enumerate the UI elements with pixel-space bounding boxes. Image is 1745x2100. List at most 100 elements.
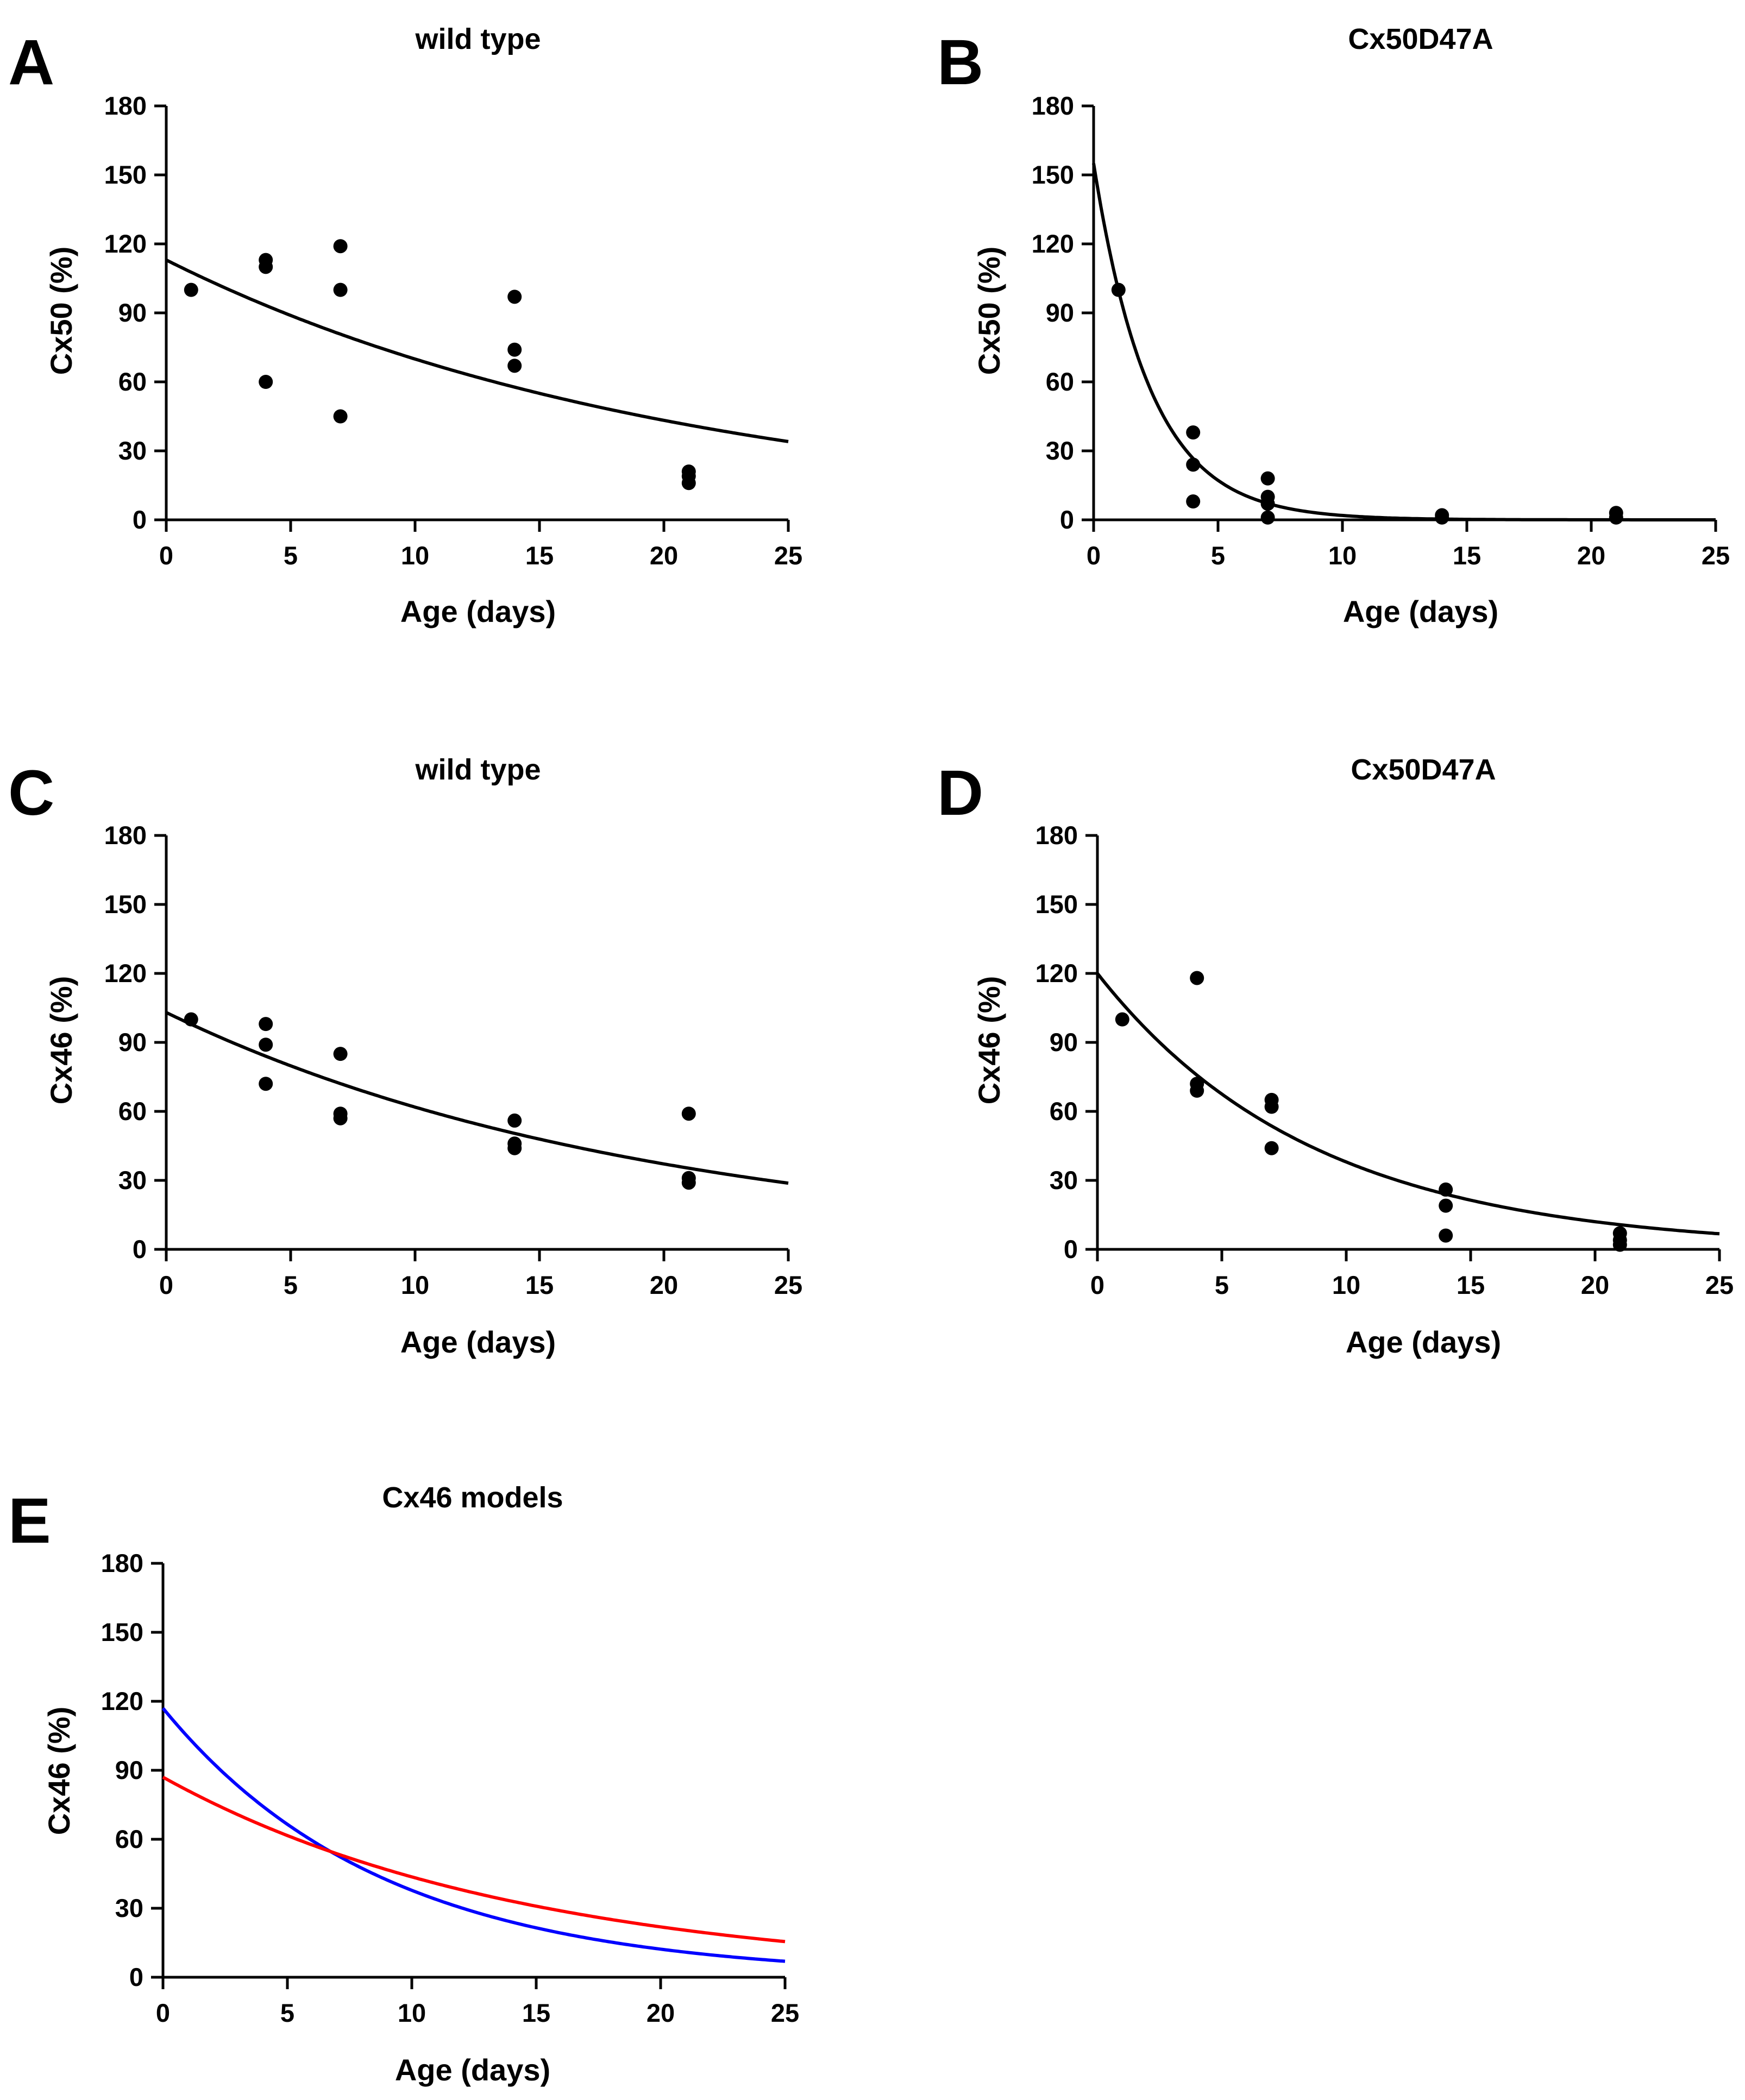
y-tick-label-c: 0 — [133, 1235, 147, 1263]
x-tick-label-a: 5 — [284, 541, 298, 570]
panel-b: B Cx50D47A Age (days) Cx50 (%) 0 5 10 15 20 2… — [937, 23, 1730, 628]
y-tick-label-e: 150 — [101, 1618, 143, 1646]
data-point-d — [1190, 1083, 1204, 1098]
y-tick-label-e: 30 — [115, 1894, 143, 1922]
y-tick-label-a: 0 — [133, 505, 147, 534]
x-axis-label-a: Age (days) — [400, 594, 556, 628]
y-tick-label-a: 60 — [118, 367, 147, 396]
data-point-d — [1439, 1198, 1453, 1213]
y-tick-label-a: 180 — [104, 91, 147, 120]
fit-curve-d — [1096, 972, 1720, 1236]
y-tick-label-d: 60 — [1050, 1097, 1078, 1126]
x-tick-label-a: 0 — [159, 541, 173, 570]
x-axis-label-c: Age (days) — [400, 1325, 556, 1359]
data-point-c — [184, 1012, 198, 1027]
y-tick-label-c: 150 — [104, 890, 147, 919]
data-point-d — [1439, 1228, 1453, 1243]
y-tick-label-b: 180 — [1032, 91, 1074, 120]
y-tick-label-c: 90 — [118, 1028, 147, 1057]
y-tick-label-a: 150 — [104, 160, 147, 189]
x-tick-label-d: 0 — [1090, 1271, 1104, 1299]
x-tick-label-e: 25 — [771, 1998, 799, 2027]
data-point-a — [259, 260, 273, 274]
chart-title-d: Cx50D47A — [1351, 753, 1496, 786]
x-tick-label-c: 25 — [774, 1271, 802, 1299]
panel-letter-b: B — [937, 27, 983, 98]
x-tick-label-a: 10 — [401, 541, 429, 570]
data-point-b — [1186, 494, 1201, 509]
y-tick-label-e: 0 — [129, 1963, 143, 1991]
data-point-d — [1190, 971, 1204, 985]
x-axis-label-b: Age (days) — [1343, 594, 1498, 628]
y-tick-label-d: 180 — [1035, 821, 1078, 850]
x-tick-label-a: 15 — [525, 541, 554, 570]
x-tick-label-e: 20 — [646, 1998, 675, 2027]
y-axis-label-c: Cx46 (%) — [44, 976, 78, 1105]
y-tick-label-c: 120 — [104, 959, 147, 988]
y-tick-label-b: 0 — [1060, 505, 1074, 534]
x-tick-label-b: 10 — [1328, 541, 1357, 570]
x-tick-label-e: 10 — [398, 1998, 426, 2027]
y-tick-label-e: 90 — [115, 1756, 143, 1784]
data-point-a — [333, 239, 348, 254]
x-tick-label-e: 5 — [280, 1998, 294, 2027]
y-tick-label-a: 30 — [118, 436, 147, 465]
data-point-b — [1111, 282, 1126, 297]
data-point-c — [681, 1175, 696, 1190]
data-point-d — [1612, 1237, 1627, 1252]
data-point-a — [333, 282, 348, 297]
model-line-e-blue — [161, 1707, 786, 1963]
panel-c: C wild type Age (days) Cx46 (%) 0 5 10 15 20… — [8, 753, 802, 1359]
fit-curve-a — [165, 258, 789, 443]
panel-e: E Cx46 models Age (days) Cx46 (%) 0 5 10 15… — [8, 1481, 799, 2087]
y-tick-label-c: 60 — [118, 1097, 147, 1126]
x-tick-label-d: 25 — [1705, 1271, 1734, 1299]
y-tick-label-e: 180 — [101, 1549, 143, 1577]
data-point-a — [507, 290, 522, 304]
panel-d: D Cx50D47A Age (days) Cx46 (%) 0 5 10 15 20 2… — [937, 753, 1734, 1359]
data-point-a — [681, 476, 696, 491]
panel-letter-c: C — [8, 757, 54, 829]
data-point-c — [333, 1047, 348, 1061]
data-point-d — [1115, 1012, 1129, 1027]
y-tick-label-d: 30 — [1050, 1166, 1078, 1194]
y-tick-label-b: 90 — [1046, 298, 1074, 327]
x-tick-label-b: 5 — [1211, 541, 1225, 570]
y-axis-label-e: Cx46 (%) — [42, 1707, 76, 1835]
data-point-a — [259, 375, 273, 389]
y-tick-label-b: 120 — [1032, 229, 1074, 258]
y-tick-label-d: 0 — [1064, 1235, 1078, 1263]
x-tick-label-c: 5 — [284, 1271, 298, 1299]
y-tick-label-a: 120 — [104, 229, 147, 258]
data-point-c — [333, 1111, 348, 1126]
y-tick-label-d: 90 — [1050, 1028, 1078, 1057]
x-tick-label-e: 0 — [156, 1998, 170, 2027]
data-point-b — [1609, 510, 1623, 525]
x-tick-label-d: 10 — [1332, 1271, 1360, 1299]
x-tick-label-b: 25 — [1702, 541, 1730, 570]
data-point-b — [1260, 471, 1275, 486]
data-point-b — [1186, 457, 1201, 472]
data-point-c — [259, 1017, 273, 1032]
x-axis-label-d: Age (days) — [1346, 1325, 1501, 1359]
y-tick-label-b: 60 — [1046, 367, 1074, 396]
chart-title-e: Cx46 models — [382, 1481, 563, 1514]
y-tick-label-e: 60 — [115, 1825, 143, 1853]
panel-letter-a: A — [8, 27, 54, 98]
model-line-e-red — [162, 1776, 786, 1944]
data-point-b — [1435, 510, 1449, 525]
data-point-c — [507, 1141, 522, 1155]
data-point-d — [1264, 1099, 1279, 1114]
data-point-a — [184, 282, 198, 297]
panel-a: A wild type Age (days) Cx50 (%) 0 5 10 15 20… — [8, 23, 802, 628]
data-point-a — [507, 359, 522, 373]
y-tick-label-b: 30 — [1046, 436, 1074, 465]
data-point-b — [1260, 496, 1275, 511]
y-tick-label-b: 150 — [1032, 160, 1074, 189]
chart-title-c: wild type — [415, 753, 541, 786]
x-tick-label-a: 25 — [774, 541, 802, 570]
x-tick-label-d: 5 — [1215, 1271, 1229, 1299]
data-point-b — [1186, 425, 1201, 440]
x-axis-label-e: Age (days) — [395, 2053, 550, 2087]
